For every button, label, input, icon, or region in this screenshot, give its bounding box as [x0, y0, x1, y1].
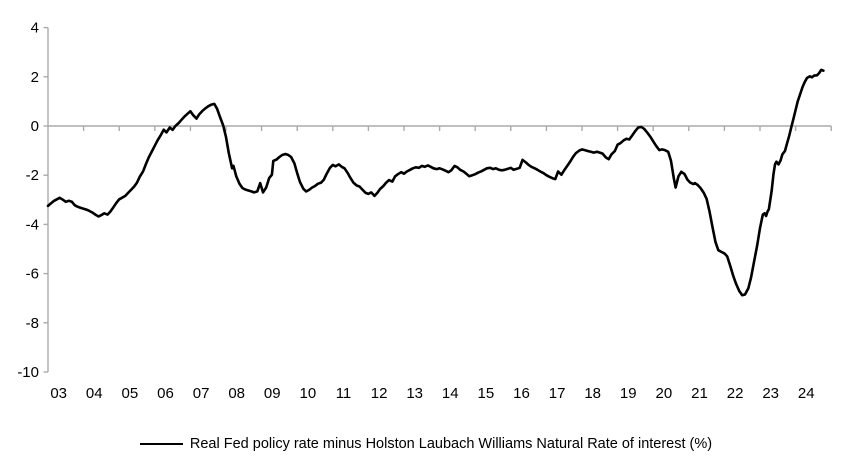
y-axis-label: -10 [17, 364, 39, 381]
x-axis-label: 03 [50, 385, 67, 402]
legend-line-sample-icon [139, 443, 183, 445]
x-axis-label: 06 [157, 385, 174, 402]
y-axis-label: -8 [26, 315, 39, 332]
x-axis-label: 15 [478, 385, 495, 402]
x-axis-label: 23 [762, 385, 779, 402]
y-axis-label: -2 [26, 167, 39, 184]
legend-label: Real Fed policy rate minus Holston Lauba… [189, 436, 713, 452]
y-axis-label: 0 [31, 118, 39, 135]
x-axis-label: 22 [727, 385, 744, 402]
x-axis-label: 19 [620, 385, 637, 402]
x-axis-label: 14 [442, 385, 459, 402]
chart-legend: Real Fed policy rate minus Holston Lauba… [0, 436, 852, 452]
y-axis-label: -6 [26, 266, 39, 283]
x-axis-label: 20 [656, 385, 673, 402]
x-axis-label: 09 [264, 385, 281, 402]
x-axis-label: 13 [406, 385, 423, 402]
x-axis-label: 17 [549, 385, 566, 402]
x-axis-label: 10 [300, 385, 317, 402]
x-axis-label: 12 [371, 385, 388, 402]
x-axis-label: 05 [122, 385, 139, 402]
series-line [46, 68, 825, 297]
x-axis-label: 16 [513, 385, 530, 402]
x-axis-label: 11 [336, 385, 352, 402]
x-axis-label: 07 [193, 385, 210, 402]
x-axis-label: 04 [86, 385, 103, 402]
y-axis-label: 2 [31, 69, 39, 86]
x-axis-label: 21 [691, 385, 708, 402]
x-axis-label: 18 [584, 385, 601, 402]
y-axis-label: 4 [31, 20, 39, 37]
x-axis-label: 24 [798, 385, 815, 402]
x-axis-label: 08 [228, 385, 245, 402]
y-axis-label: -4 [26, 216, 39, 233]
